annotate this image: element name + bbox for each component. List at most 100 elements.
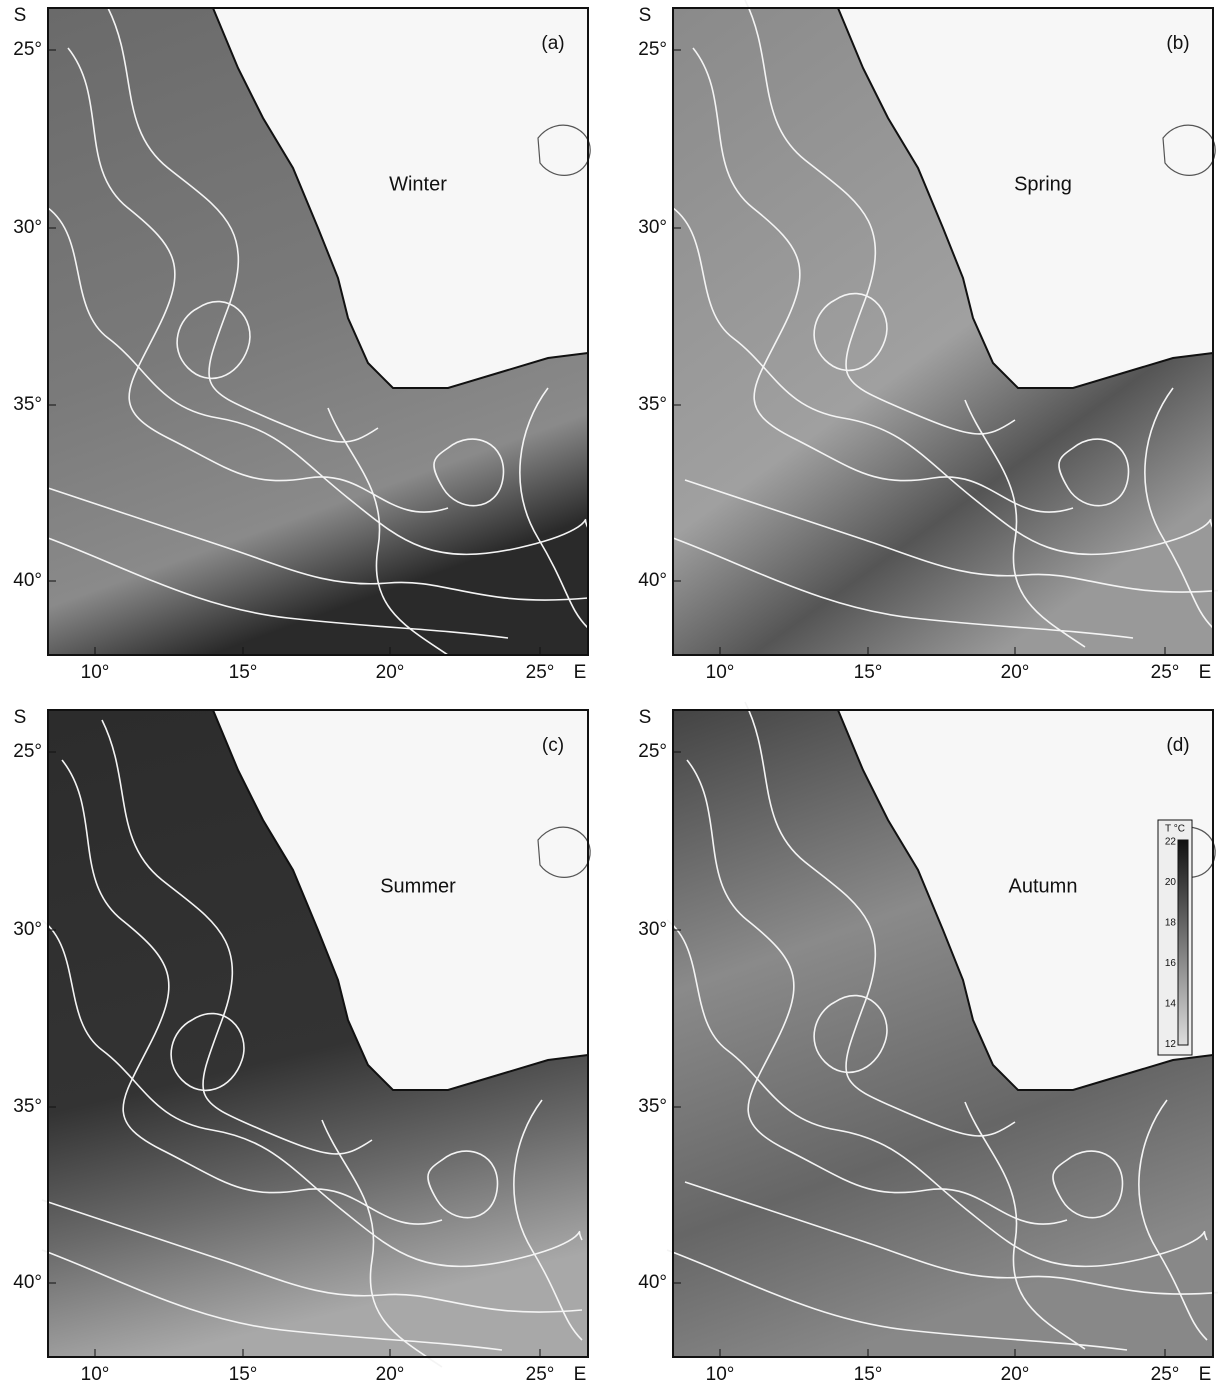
map-panel: (a) Winter S 25° 30° 35° 40° 10° 15° 20° 25° E <box>13 5 591 683</box>
map-panel: (c) Summer S 25° 30° 35° 40° 10° 15° 20° 25° E <box>13 707 591 1385</box>
contour-line <box>67 47 449 513</box>
y-axis-unit: S <box>639 5 652 26</box>
contour-line <box>813 994 888 1074</box>
x-tick-label: 15° <box>229 662 258 683</box>
contour-line <box>692 47 1074 513</box>
panel-label: (b) <box>1166 33 1189 54</box>
y-tick-label: 35° <box>13 1096 42 1117</box>
x-tick-label: 20° <box>376 1364 405 1385</box>
contours <box>41 719 583 1368</box>
contour-line <box>513 1099 583 1341</box>
map-panel: (d) Autumn S 25° 30° 35° 40° 10° 15° 20° 25° E <box>638 701 1218 1385</box>
x-tick-label: 10° <box>81 1364 110 1385</box>
contours <box>672 0 1218 648</box>
contour-line <box>47 537 509 639</box>
y-tick-label: 40° <box>13 1272 42 1293</box>
season-name: Winter <box>389 173 447 195</box>
x-tick-label: 20° <box>376 662 405 683</box>
contour-line <box>170 1012 245 1092</box>
contour-line <box>1138 1099 1208 1341</box>
y-axis-unit: S <box>14 707 27 728</box>
contour-line <box>964 1101 1086 1350</box>
contour-line <box>519 387 589 629</box>
y-axis-unit: S <box>639 707 652 728</box>
land <box>836 7 1214 389</box>
contour-line <box>744 0 1016 435</box>
y-tick-label: 25° <box>13 741 42 762</box>
contour-line <box>427 1150 499 1219</box>
season-name: Summer <box>380 875 456 897</box>
colorbar-title: T °C <box>1165 824 1185 835</box>
contour-line <box>684 479 1218 593</box>
x-tick-label: 10° <box>81 662 110 683</box>
frame <box>47 7 589 656</box>
y-tick-label: 40° <box>638 570 667 591</box>
colorbar: T °C 22 20 18 16 14 12 <box>1157 819 1193 1056</box>
colorbar-tick-label: 22 <box>1165 837 1177 848</box>
y-tick-label: 35° <box>13 394 42 415</box>
contour-line <box>1052 1150 1124 1219</box>
x-tick-label: 15° <box>854 662 883 683</box>
contour-line <box>327 407 449 656</box>
y-tick-label: 25° <box>13 39 42 60</box>
map-panel: (b) Spring S 25° 30° 35° 40° 10° 15° 20° 25° E <box>638 0 1218 683</box>
frame <box>672 7 1214 656</box>
frame <box>47 709 589 1358</box>
x-axis-unit: E <box>574 1364 587 1385</box>
x-tick-label: 25° <box>526 1364 555 1385</box>
contour-line <box>321 1119 443 1368</box>
x-axis-unit: E <box>1199 662 1212 683</box>
contour-line <box>684 1181 1218 1295</box>
contour-line <box>672 207 1214 556</box>
panel-label: (c) <box>542 735 564 756</box>
contour-line <box>41 919 583 1268</box>
contour-line <box>666 919 1208 1268</box>
contour-line <box>744 701 1016 1137</box>
x-tick-label: 20° <box>1001 662 1030 683</box>
contour-line <box>666 1249 1128 1351</box>
y-tick-label: 30° <box>638 919 667 940</box>
island <box>537 124 591 176</box>
y-tick-label: 30° <box>13 217 42 238</box>
contour-line <box>686 759 1068 1225</box>
contour-line <box>176 300 251 380</box>
y-tick-label: 30° <box>638 217 667 238</box>
colorbar-tick-label: 16 <box>1165 958 1177 969</box>
contour-line <box>964 399 1086 648</box>
frame <box>672 709 1214 1358</box>
y-axis-unit: S <box>14 5 27 26</box>
contour-line <box>813 292 888 372</box>
season-name: Spring <box>1014 173 1072 195</box>
season-name: Autumn <box>1009 875 1078 897</box>
y-tick-label: 40° <box>13 570 42 591</box>
x-axis-unit: E <box>574 662 587 683</box>
x-tick-label: 10° <box>706 662 735 683</box>
x-tick-label: 20° <box>1001 1364 1030 1385</box>
y-tick-label: 40° <box>638 1272 667 1293</box>
contour-line <box>41 1199 583 1313</box>
contour-line <box>61 759 443 1225</box>
contour-line <box>41 1249 503 1351</box>
x-tick-label: 15° <box>854 1364 883 1385</box>
contours <box>666 701 1218 1351</box>
y-tick-label: 25° <box>638 741 667 762</box>
land <box>836 709 1214 1091</box>
colorbar-tick-label: 20 <box>1165 877 1177 888</box>
contour-line <box>47 207 589 556</box>
contour-line <box>1144 387 1214 629</box>
contour-line <box>47 487 589 601</box>
panel-label: (d) <box>1166 735 1189 756</box>
contours <box>47 7 589 656</box>
y-tick-label: 30° <box>13 919 42 940</box>
colorbar-tick-label: 14 <box>1165 999 1177 1010</box>
x-axis-unit: E <box>1199 1364 1212 1385</box>
x-tick-label: 10° <box>706 1364 735 1385</box>
x-tick-label: 25° <box>1151 662 1180 683</box>
y-tick-label: 35° <box>638 1096 667 1117</box>
x-tick-label: 15° <box>229 1364 258 1385</box>
contour-line <box>1058 438 1130 507</box>
land <box>211 709 589 1091</box>
y-tick-label: 35° <box>638 394 667 415</box>
land <box>211 7 589 389</box>
